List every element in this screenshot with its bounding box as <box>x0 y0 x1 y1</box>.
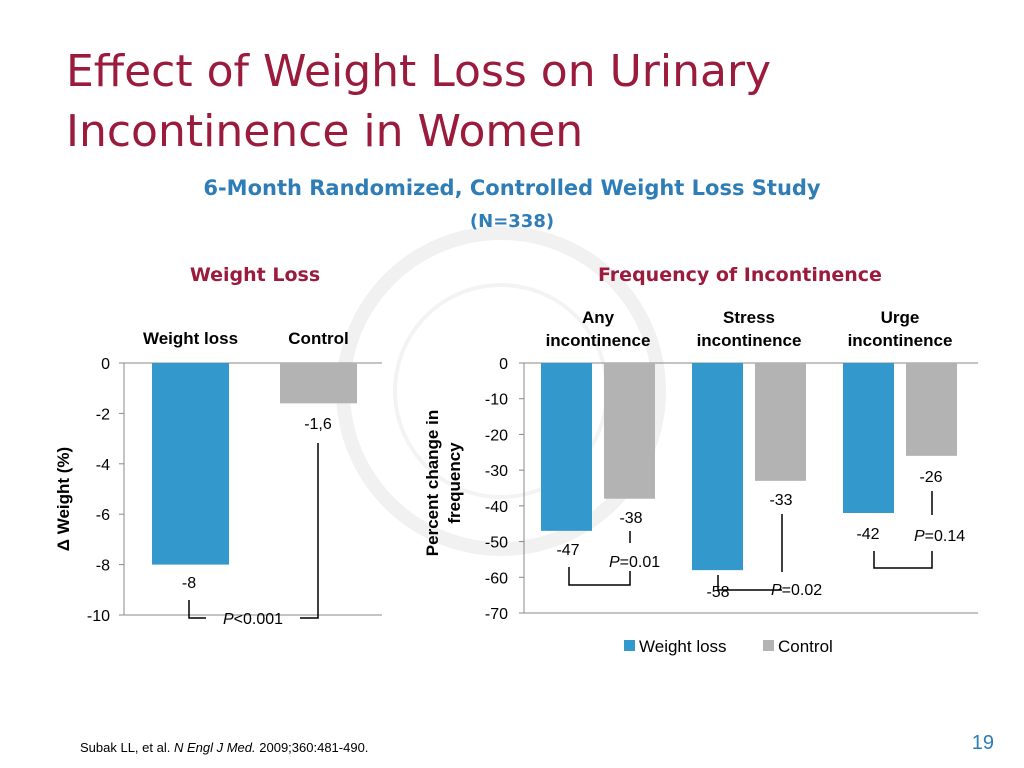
frequency-y-axis-label: frequency <box>445 442 464 524</box>
legend-swatch <box>763 640 774 651</box>
weight-y-tick-label: 0 <box>101 356 110 373</box>
frequency-data-label: -58 <box>706 584 729 601</box>
frequency-data-label: -38 <box>619 510 642 527</box>
slide-title: Effect of Weight Loss on Urinary Inconti… <box>66 46 772 157</box>
frequency-data-label: -42 <box>856 526 879 543</box>
study-subtitle: 6-Month Randomized, Controlled Weight Lo… <box>203 176 821 200</box>
weight-p-bracket-left <box>188 600 206 619</box>
legend-swatch <box>624 640 635 651</box>
panel-title-frequency: Frequency of Incontinence <box>598 264 882 286</box>
weight-bar <box>280 363 357 404</box>
weight-y-tick-label: -10 <box>87 608 110 625</box>
frequency-y-tick-label: 0 <box>499 356 508 373</box>
frequency-data-label: -26 <box>919 469 942 486</box>
citation-journal: N Engl J Med. <box>173 740 256 755</box>
frequency-p-bracket <box>568 567 631 586</box>
frequency-p-bracket <box>717 575 782 591</box>
frequency-bar-control <box>906 363 957 456</box>
weight-y-axis-label: Δ Weight (%) <box>54 447 73 551</box>
weight-y-tick-label: -4 <box>96 457 110 474</box>
weight-data-label: -8 <box>182 575 196 592</box>
frequency-category-label: Stress <box>723 308 775 327</box>
legend-label: Weight loss <box>639 637 727 656</box>
weight-p-bracket-right <box>300 443 319 619</box>
weight-p-value: P<0.001 <box>223 611 283 628</box>
frequency-category-label: incontinence <box>848 331 953 350</box>
frequency-data-label: -33 <box>769 492 792 509</box>
frequency-p-bracket <box>873 551 933 569</box>
frequency-y-tick-label: -10 <box>485 392 508 409</box>
frequency-y-axis-label: Percent change in <box>423 410 442 556</box>
frequency-p-value: P=0.01 <box>609 554 660 571</box>
frequency-y-tick-label: -20 <box>485 427 508 444</box>
weight-y-tick-label: -6 <box>96 507 110 524</box>
frequency-p-value: P=0.02 <box>771 582 822 599</box>
study-sample-size: (N=338) <box>469 211 555 232</box>
frequency-category-label: Urge <box>881 308 920 327</box>
frequency-data-label: -47 <box>556 542 579 559</box>
frequency-y-tick-label: -40 <box>485 499 508 516</box>
frequency-category-label: incontinence <box>546 331 651 350</box>
citation: Subak LL, et al. N Engl J Med. 2009;360:… <box>80 740 368 755</box>
frequency-category-label: Any <box>582 308 615 327</box>
frequency-bar-weight-loss <box>692 363 743 571</box>
frequency-category-label: incontinence <box>697 331 802 350</box>
weight-y-tick-label: -2 <box>96 406 110 423</box>
frequency-bar-weight-loss <box>541 363 592 531</box>
weight-bar <box>152 363 229 565</box>
frequency-bar-control <box>604 363 655 499</box>
weight-y-tick-label: -8 <box>96 558 110 575</box>
citation-details: 2009;360:481-490. <box>259 740 369 755</box>
frequency-p-value: P=0.14 <box>914 528 965 545</box>
weight-data-label: -1,6 <box>304 416 332 433</box>
citation-authors: Subak LL, et al. <box>80 740 171 755</box>
weight-category-label: Control <box>288 329 348 348</box>
panel-title-weight-loss: Weight Loss <box>189 264 321 286</box>
page-number: 19 <box>971 732 994 754</box>
frequency-y-tick-label: -60 <box>485 570 508 587</box>
frequency-y-tick-label: -30 <box>485 463 508 480</box>
frequency-y-tick-label: -50 <box>485 535 508 552</box>
frequency-bar-control <box>755 363 806 481</box>
frequency-bar-weight-loss <box>843 363 894 513</box>
weight-category-label: Weight loss <box>143 329 238 348</box>
legend-label: Control <box>778 637 833 656</box>
frequency-y-tick-label: -70 <box>485 606 508 623</box>
